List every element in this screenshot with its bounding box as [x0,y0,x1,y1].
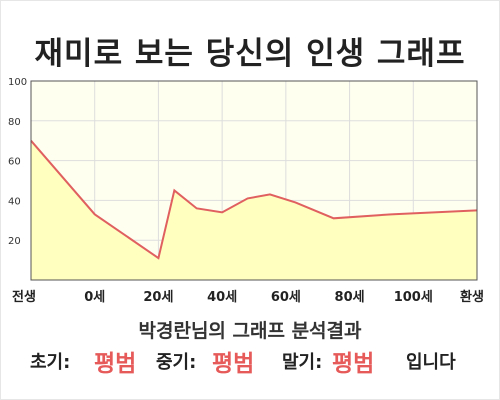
x-tick-label: 전생 [12,289,36,305]
y-tick-label: 100 [8,77,27,88]
late-label: 말기: [282,352,323,373]
y-tick-label: 80 [8,117,21,128]
mid-value: 평범 [212,351,255,377]
y-tick-label: 60 [8,157,21,168]
early-label: 초기: [30,352,71,373]
verdict-ending: 입니다 [406,352,456,373]
analysis-summary: 박경란님의 그래프 분석결과 [138,320,362,342]
x-tick-label: 60세 [271,290,301,305]
x-tick-label: 환생 [460,289,484,305]
x-tick-label: 0세 [84,290,105,305]
y-tick-label: 20 [8,236,21,247]
mid-label: 중기: [156,352,197,373]
x-tick-label: 100세 [394,290,433,305]
page-title: 재미로 보는 당신의 인생 그래프 [34,36,466,72]
area-fill [31,140,477,280]
x-tick-label: 40세 [207,290,237,305]
x-tick-label: 80세 [335,290,365,305]
series-line [30,140,478,260]
y-tick-label: 40 [8,196,21,207]
early-value: 평범 [94,351,137,377]
x-tick-label: 20세 [143,290,173,305]
plot-border [30,80,478,281]
late-value: 평범 [332,351,375,377]
